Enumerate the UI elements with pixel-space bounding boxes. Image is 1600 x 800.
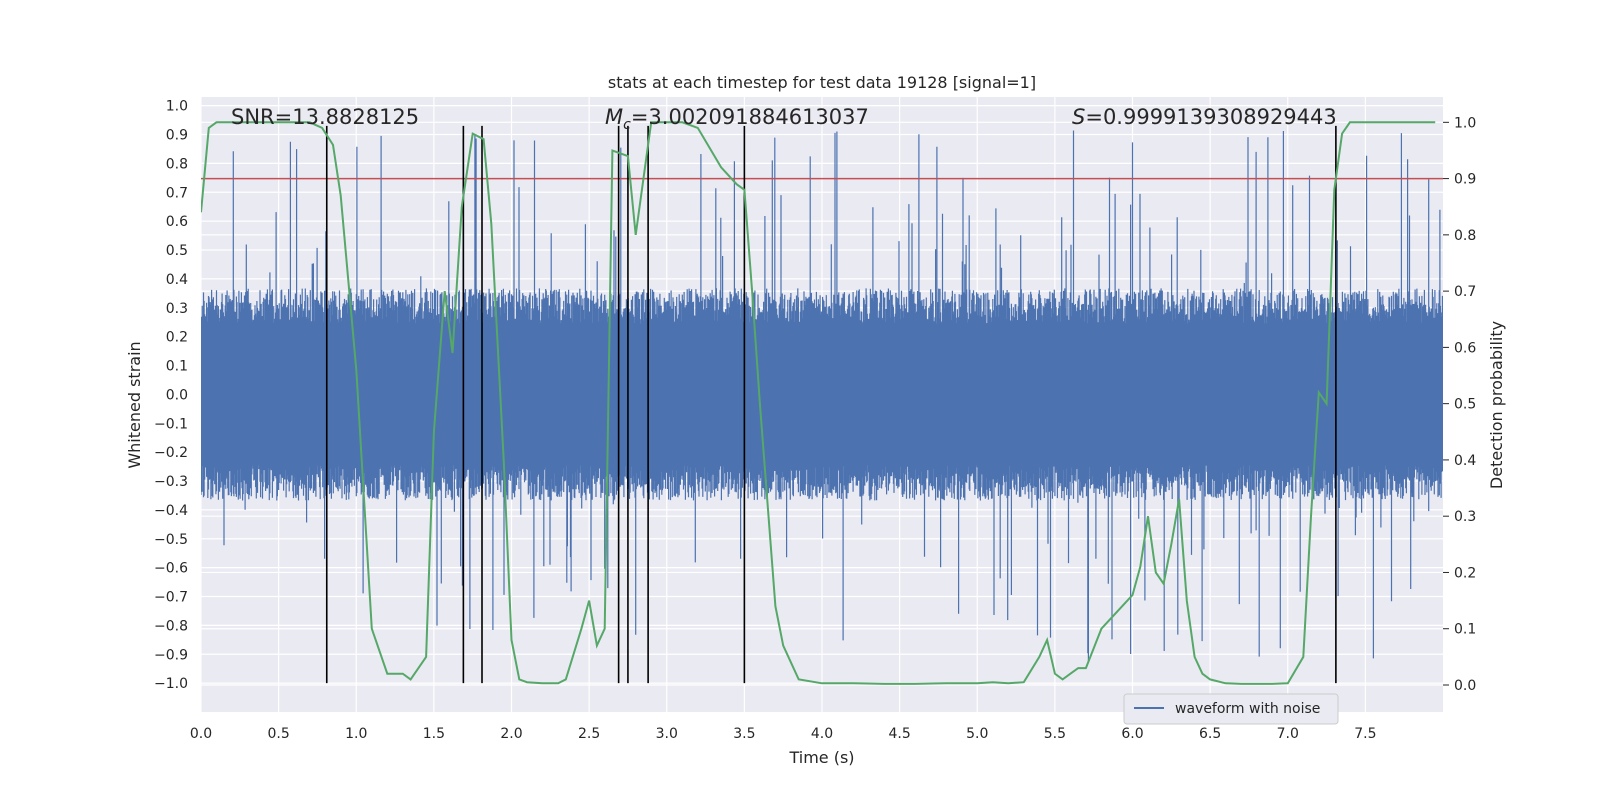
y2-tick-label: 0.0 (1454, 678, 1476, 694)
y-axis-label: Whitened strain (125, 341, 144, 468)
snr-annotation: SNR=13.8828125 (231, 105, 419, 129)
chart-title: stats at each timestep for test data 191… (608, 73, 1036, 92)
x-tick-label: 1.0 (345, 726, 367, 742)
waveform-trace (201, 130, 1443, 663)
x-tick-label: 6.5 (1199, 726, 1221, 742)
legend-box (1123, 693, 1339, 725)
s-value: =0.9999139308929443 (1085, 105, 1336, 129)
y-tick-label: 0.7 (166, 185, 188, 201)
s-symbol: S (1072, 105, 1085, 129)
y-tick-label: −0.5 (154, 532, 188, 548)
y-tick-label: 0.5 (166, 243, 188, 259)
y2-axis-ticks: 1.0 0.9 0.8 0.7 0.6 0.5 0.4 0.3 0.2 0.1 0.0 (1443, 115, 1476, 694)
x-tick-label: 0.0 (190, 726, 212, 742)
y-tick-label: 0.9 (166, 128, 188, 144)
y2-tick-label: 0.4 (1454, 453, 1476, 469)
x-axis-ticks: 0.0 0.5 1.0 1.5 2.0 2.5 3.0 3.5 4.0 4.5 5.0 5.5 6.0 6… (190, 726, 1377, 742)
y-tick-label: 0.3 (166, 301, 188, 317)
plot-area (201, 121, 1443, 685)
y2-tick-label: 0.6 (1454, 340, 1476, 356)
y2-axis-label: Detection probability (1487, 321, 1506, 489)
x-tick-label: 6.0 (1121, 726, 1143, 742)
y-tick-label: 0.0 (166, 387, 188, 403)
detection-probability-line (201, 121, 1436, 685)
y-tick-label: 0.4 (166, 272, 188, 288)
y2-tick-label: 0.8 (1454, 228, 1476, 244)
x-tick-label: 3.0 (656, 726, 678, 742)
x-tick-label: 0.5 (267, 726, 289, 742)
x-tick-label: 7.0 (1277, 726, 1299, 742)
y-tick-label: −0.8 (154, 618, 188, 634)
x-tick-label: 3.5 (733, 726, 755, 742)
x-tick-label: 4.0 (811, 726, 833, 742)
legend: waveform with noise (1123, 693, 1339, 725)
chirp-mass-value: =3.002091884613037 (631, 105, 869, 129)
y-tick-label: 0.2 (166, 330, 188, 346)
y-axis-ticks: 1.0 0.9 0.8 0.7 0.6 0.5 0.4 0.3 0.2 0.1 0.0 −0.1 −0.… (154, 99, 188, 692)
y-tick-label: 1.0 (166, 99, 188, 115)
y2-tick-label: 0.2 (1454, 565, 1476, 581)
y2-tick-label: 0.1 (1454, 622, 1476, 638)
y-tick-label: 0.1 (166, 359, 188, 375)
y-tick-label: 0.8 (166, 156, 188, 172)
legend-label: waveform with noise (1175, 701, 1320, 717)
y-tick-label: −0.3 (154, 474, 188, 490)
x-tick-label: 2.5 (578, 726, 600, 742)
x-tick-label: 1.5 (423, 726, 445, 742)
chirp-mass-annotation: Mc=3.002091884613037 (605, 105, 869, 133)
x-tick-label: 7.5 (1354, 726, 1376, 742)
y-tick-label: −1.0 (154, 676, 188, 692)
y2-tick-label: 0.3 (1454, 509, 1476, 525)
y-tick-label: −0.2 (154, 445, 188, 461)
x-tick-label: 5.5 (1044, 726, 1066, 742)
y2-tick-label: 1.0 (1454, 115, 1476, 131)
x-axis-label: Time (s) (788, 748, 854, 767)
y2-tick-label: 0.7 (1454, 284, 1476, 300)
x-tick-label: 4.5 (888, 726, 910, 742)
x-tick-label: 2.0 (500, 726, 522, 742)
y-tick-label: −0.4 (154, 503, 188, 519)
y-tick-label: −0.1 (154, 416, 188, 432)
x-tick-label: 5.0 (966, 726, 988, 742)
waveform-series (201, 130, 1443, 663)
y2-tick-label: 0.5 (1454, 397, 1476, 413)
y-tick-label: −0.9 (154, 647, 188, 663)
y2-tick-label: 0.9 (1454, 172, 1476, 188)
chirp-mass-symbol: M (605, 105, 623, 129)
s-annotation: S=0.9999139308929443 (1072, 105, 1337, 129)
chirp-mass-subscript: c (623, 117, 631, 133)
detection-probability-series (201, 121, 1436, 685)
y-tick-label: 0.6 (166, 214, 188, 230)
y-tick-label: −0.7 (154, 590, 188, 606)
vertical-markers (325, 125, 1337, 684)
y-tick-label: −0.6 (154, 561, 188, 577)
